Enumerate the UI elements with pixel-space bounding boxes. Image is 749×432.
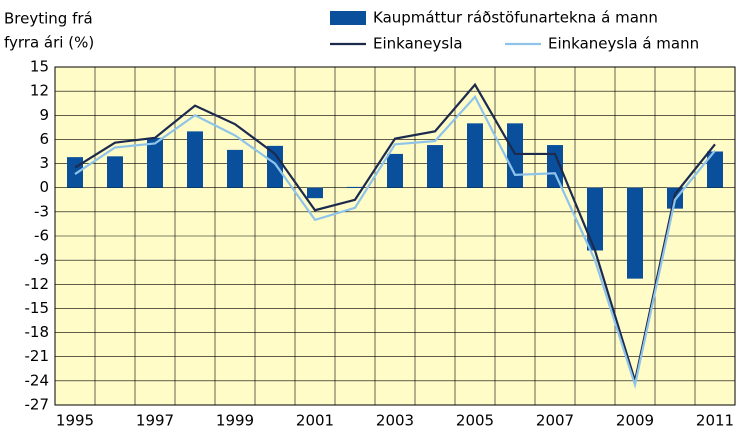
x-tick-label: 1997: [136, 412, 174, 430]
x-tick-label: 1999: [216, 412, 254, 430]
bar: [267, 145, 283, 188]
bar: [107, 156, 123, 188]
bar: [347, 186, 363, 188]
bar: [707, 151, 723, 188]
y-axis-label: fyrra ári (%): [4, 34, 94, 52]
y-tick-label: -27: [25, 396, 50, 414]
x-tick-label: 2005: [456, 412, 494, 430]
bar: [147, 137, 163, 188]
y-tick-label: -3: [34, 202, 49, 220]
bar: [547, 145, 563, 188]
y-tick-label: 12: [30, 82, 49, 100]
x-tick-label: 2003: [376, 412, 414, 430]
line: [74, 82, 716, 386]
y-tick-label: -15: [25, 299, 50, 317]
x-tick-label: 2007: [536, 412, 574, 430]
bar: [67, 157, 83, 188]
bar: [587, 187, 603, 251]
bar: [627, 187, 643, 279]
bar: [467, 123, 483, 188]
y-tick-label: -24: [25, 371, 50, 389]
x-tick-label: 2001: [296, 412, 334, 430]
bar: [187, 131, 203, 188]
y-tick-label: -18: [25, 323, 50, 341]
legend-label: Einkaneysla á mann: [548, 35, 699, 53]
y-tick-label: 0: [39, 178, 49, 196]
y-tick-label: -12: [25, 275, 50, 293]
y-tick-label: 3: [39, 154, 49, 172]
y-tick-label: 15: [30, 58, 49, 76]
legend-swatch: [330, 11, 366, 25]
plot-border: [54, 66, 736, 406]
bar: [507, 123, 523, 188]
y-tick-label: -6: [34, 227, 49, 245]
x-tick-label: 1995: [56, 412, 94, 430]
y-tick-label: 9: [39, 106, 49, 124]
line: [74, 94, 716, 390]
x-tick-label: 2011: [696, 412, 734, 430]
bar: [387, 153, 403, 188]
bar: [427, 145, 443, 188]
y-tick-label: -9: [34, 251, 49, 269]
y-tick-label: 6: [39, 130, 49, 148]
x-tick-label: 2009: [616, 412, 654, 430]
legend-label: Einkaneysla: [373, 35, 463, 53]
bar: [307, 187, 323, 199]
bar: [227, 149, 243, 188]
y-axis-label: Breyting frá: [4, 10, 93, 28]
legend-label: Kaupmáttur ráðstöfunartekna á mann: [373, 9, 658, 27]
y-tick-label: -21: [25, 347, 50, 365]
